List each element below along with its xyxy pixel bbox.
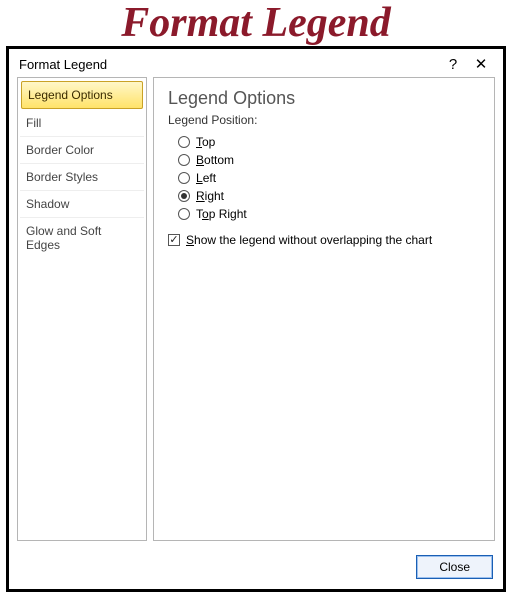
radio-option[interactable]: Left	[178, 169, 480, 187]
sidebar-item[interactable]: Legend Options	[21, 81, 143, 109]
checkbox-label: Show the legend without overlapping the …	[186, 233, 432, 247]
radio-icon[interactable]	[178, 208, 190, 220]
radio-label: Left	[196, 171, 216, 185]
content-subheading: Legend Position:	[168, 113, 480, 127]
sidebar-item[interactable]: Border Color	[20, 137, 144, 164]
radio-label: Right	[196, 189, 224, 203]
radio-icon[interactable]	[178, 154, 190, 166]
dialog-title: Format Legend	[19, 57, 439, 72]
sidebar-item[interactable]: Shadow	[20, 191, 144, 218]
dialog-window: Format Legend ? ✕ Legend OptionsFillBord…	[6, 46, 506, 592]
close-button[interactable]: Close	[416, 555, 493, 579]
radio-icon[interactable]	[178, 190, 190, 202]
overlap-checkbox-row[interactable]: Show the legend without overlapping the …	[168, 233, 480, 247]
dialog-titlebar: Format Legend ? ✕	[9, 49, 503, 77]
radio-label: Bottom	[196, 153, 234, 167]
page-title: Format Legend	[0, 0, 512, 44]
sidebar-item[interactable]: Glow and Soft Edges	[20, 218, 144, 258]
sidebar: Legend OptionsFillBorder ColorBorder Sty…	[17, 77, 147, 541]
radio-icon[interactable]	[178, 136, 190, 148]
close-icon[interactable]: ✕	[467, 55, 495, 73]
radio-label: Top	[196, 135, 215, 149]
dialog-body: Legend OptionsFillBorder ColorBorder Sty…	[9, 77, 503, 549]
help-button[interactable]: ?	[439, 56, 467, 73]
sidebar-item[interactable]: Border Styles	[20, 164, 144, 191]
radio-label: Top Right	[196, 207, 247, 221]
radio-option[interactable]: Bottom	[178, 151, 480, 169]
radio-option[interactable]: Top Right	[178, 205, 480, 223]
legend-position-group: Top Bottom Left Right Top Right	[178, 133, 480, 223]
sidebar-item[interactable]: Fill	[20, 110, 144, 137]
content-heading: Legend Options	[168, 88, 480, 109]
checkbox-icon[interactable]	[168, 234, 180, 246]
radio-option[interactable]: Top	[178, 133, 480, 151]
dialog-footer: Close	[9, 549, 503, 589]
radio-option[interactable]: Right	[178, 187, 480, 205]
content-panel: Legend Options Legend Position: Top Botto…	[153, 77, 495, 541]
radio-icon[interactable]	[178, 172, 190, 184]
